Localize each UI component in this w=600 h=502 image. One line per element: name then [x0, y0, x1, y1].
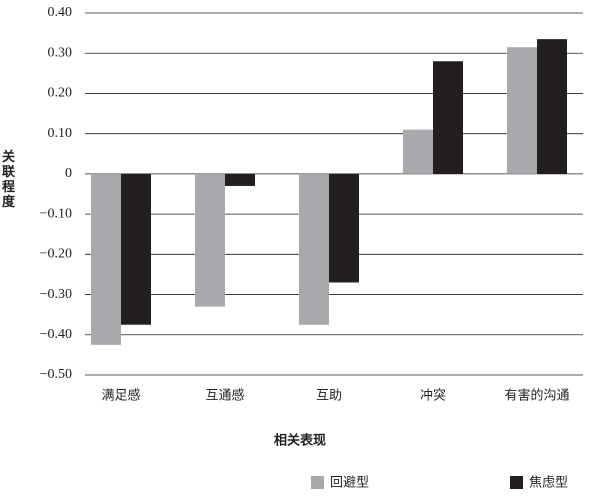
y-axis-title: 关联程度 [2, 150, 16, 210]
y-tick-label: 0.20 [48, 86, 73, 101]
legend-label: 回避型 [330, 476, 369, 491]
x-tick-label: 互助 [316, 389, 342, 404]
x-tick-label: 满足感 [101, 388, 140, 404]
bar [433, 61, 463, 174]
bar [121, 173, 151, 325]
y-tick-label: −0.50 [40, 367, 72, 382]
bar [329, 173, 359, 283]
x-tick-label: 有害的沟通 [504, 388, 569, 404]
x-tick-label: 互通感 [205, 388, 244, 404]
bar [507, 47, 537, 174]
legend-label: 焦虑型 [529, 476, 568, 491]
y-tick-label: 0.30 [48, 45, 73, 60]
bar [225, 173, 255, 186]
bar [195, 173, 225, 307]
x-tick-label: 冲突 [420, 388, 446, 404]
y-tick-label: −0.40 [40, 327, 72, 342]
y-tick-label: −0.10 [40, 206, 72, 221]
bar [91, 173, 121, 345]
legend-swatch [510, 476, 523, 489]
legend-swatch [311, 476, 324, 489]
y-tick-label: 0 [65, 166, 72, 181]
bar [537, 39, 567, 174]
bar [299, 173, 329, 325]
y-tick-label: −0.20 [40, 247, 72, 262]
y-tick-label: −0.30 [40, 287, 72, 302]
y-tick-label: 0.40 [48, 5, 73, 20]
y-tick-label: 0.10 [48, 126, 73, 141]
x-axis-title: 相关表现 [274, 433, 326, 449]
bar [403, 129, 433, 174]
